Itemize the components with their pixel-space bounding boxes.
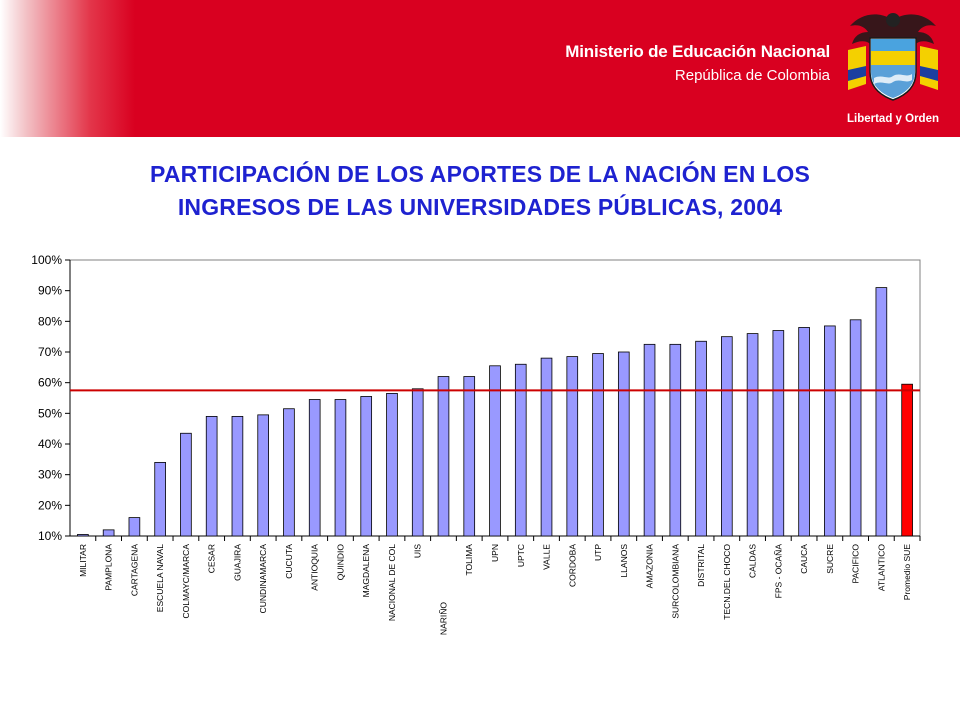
y-tick-label: 60%: [38, 376, 62, 390]
y-tick-label: 70%: [38, 345, 62, 359]
y-tick-label: 40%: [38, 437, 62, 451]
x-tick-label: CESAR: [207, 544, 217, 573]
x-tick-label: CALDAS: [748, 544, 758, 578]
title-line-1: PARTICIPACIÓN DE LOS APORTES DE LA NACIÓ…: [149, 161, 811, 187]
x-tick-label: VALLE: [542, 544, 552, 570]
x-tick-label: ANTIOQUIA: [310, 544, 320, 591]
bar: [849, 319, 862, 537]
bar: [360, 396, 373, 537]
motto-text: Libertad y Orden: [847, 113, 939, 125]
bar: [514, 363, 527, 537]
x-tick-label: UPTC: [516, 544, 526, 567]
bar: [721, 336, 733, 537]
bar: [772, 330, 785, 537]
bar: [386, 392, 398, 537]
bar: [180, 432, 192, 537]
page-title: PARTICIPACIÓN DE LOS APORTES DE LA NACIÓ…: [40, 158, 920, 224]
x-tick-label: TOLIMA: [464, 544, 474, 576]
bar: [334, 399, 347, 537]
x-tick-label: QUINDIO: [335, 544, 345, 581]
bar: [463, 376, 476, 537]
x-tick-label: MAGDALENA: [361, 544, 371, 598]
x-tick-label: CUCUTA: [284, 544, 294, 579]
y-tick-label: 100%: [31, 253, 62, 267]
bar: [746, 333, 759, 537]
bar: [102, 529, 115, 537]
y-tick-label: 80%: [38, 314, 62, 328]
bar: [669, 343, 682, 537]
x-tick-label: COLMAYC/MARCA: [181, 544, 191, 619]
bar: [77, 534, 89, 537]
x-tick-label: UIS: [413, 544, 423, 559]
y-tick-label: 10%: [38, 529, 62, 543]
bar: [205, 415, 218, 537]
x-tick-label: MILITAR: [78, 544, 88, 577]
bar: [875, 287, 888, 537]
bar: [257, 414, 269, 537]
x-tick-label: NARIÑO: [438, 602, 448, 635]
y-tick-label: 20%: [38, 498, 62, 512]
x-tick-label: PACIFICO: [851, 544, 861, 584]
bar: [824, 325, 836, 537]
x-tick-label: CORDOBA: [567, 544, 577, 587]
ministry-block: Ministerio de Educación Nacional Repúbli…: [565, 42, 830, 84]
bar-chart: 10% 20% 30% 40% 50% 60% 70% 80% 90% 100% MILITAR PA…: [31, 253, 921, 635]
x-tick-label: PAMPLONA: [104, 544, 114, 591]
x-tick-label: ATLANTICO: [876, 544, 886, 591]
x-tick-label: FPS - OCAÑA: [773, 544, 783, 599]
bar: [798, 327, 810, 537]
bar: [592, 353, 604, 537]
y-tick-label: 30%: [38, 468, 62, 482]
header-banner: Ministerio de Educación Nacional Repúbli…: [0, 0, 960, 137]
bar: [695, 340, 707, 537]
bar: [154, 461, 166, 537]
coat-of-arms-icon: Libertad y Orden: [847, 13, 939, 125]
bar: [643, 343, 656, 537]
x-tick-label: SUCRE: [825, 544, 835, 574]
bar: [128, 517, 141, 537]
bar: [540, 357, 553, 537]
x-tick-label: LLANOS: [619, 544, 629, 578]
x-tick-label: CARTAGENA: [129, 544, 139, 596]
x-tick-label: Promedio SUE: [902, 544, 912, 601]
x-tick-label: CUNDINAMARCA: [258, 544, 268, 614]
x-tick-label: SURCOLOMBIANA: [670, 544, 680, 619]
x-tick-label: TECN.DEL CHOCO: [722, 544, 732, 620]
x-tick-label: DISTRITAL: [696, 544, 706, 587]
y-tick-label: 50%: [38, 406, 62, 420]
country-name: República de Colombia: [674, 67, 830, 84]
title-line-2: INGRESOS DE LAS UNIVERSIDADES PÚBLICAS, …: [177, 194, 783, 220]
x-tick-label: ESCUELA NAVAL: [155, 544, 165, 612]
bar: [308, 399, 321, 537]
x-tick-label: NACIONAL DE COL: [387, 544, 397, 621]
bar: [901, 383, 913, 537]
bar: [617, 351, 630, 537]
bar: [566, 356, 579, 537]
bar: [489, 365, 501, 537]
x-tick-label: UTP: [593, 544, 603, 561]
bar: [437, 376, 450, 537]
x-tick-label: UPN: [490, 544, 500, 562]
bar: [231, 415, 244, 537]
bar: [411, 388, 424, 537]
x-tick-label: AMAZONIA: [645, 544, 655, 589]
bar: [283, 408, 295, 537]
x-tick-label: GUAJIRA: [232, 544, 242, 581]
ministry-name: Ministerio de Educación Nacional: [565, 42, 830, 61]
x-tick-label: CAUCA: [799, 544, 809, 574]
y-tick-label: 90%: [38, 284, 62, 298]
